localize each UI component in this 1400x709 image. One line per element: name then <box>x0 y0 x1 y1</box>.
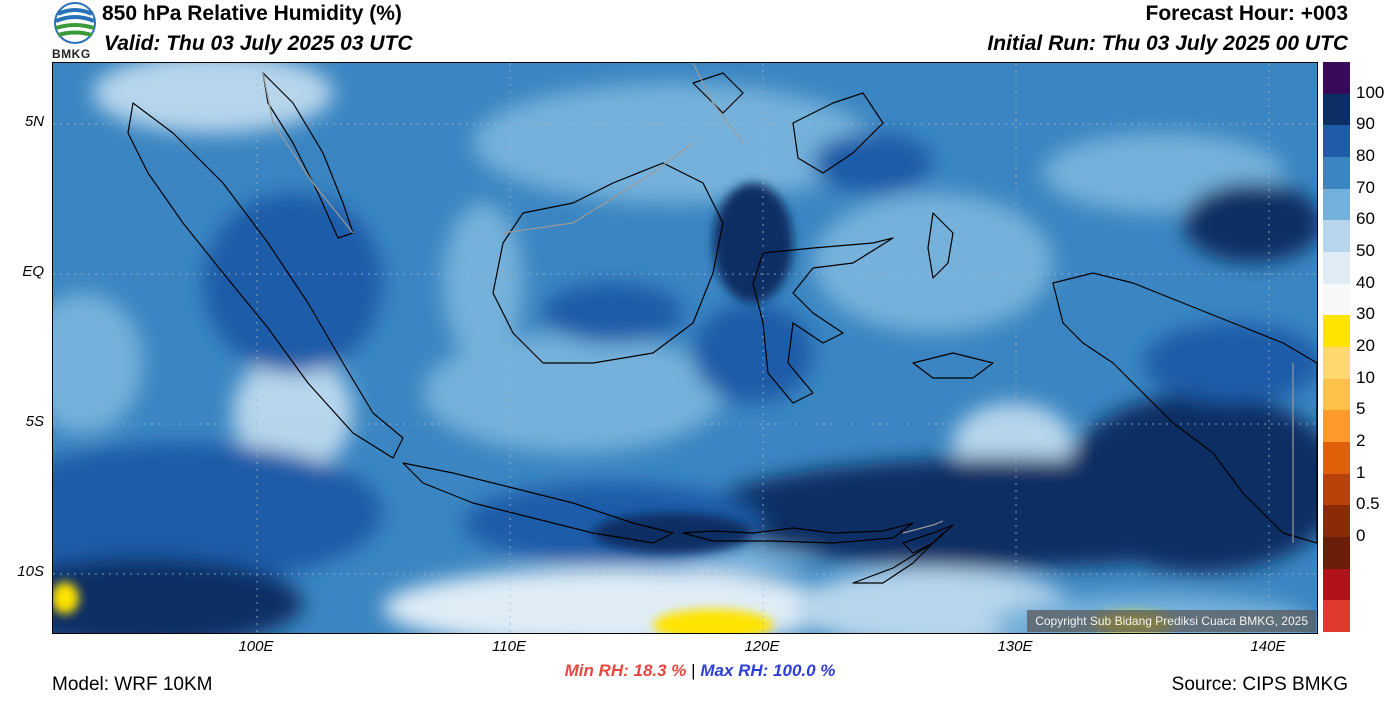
colorbar-label: 90 <box>1356 114 1375 134</box>
colorbar-label: 0.5 <box>1356 494 1380 514</box>
colorbar-label: 10 <box>1356 367 1375 387</box>
min-rh: Min RH: 18.3 % <box>564 661 687 680</box>
colorbar-label: 100 <box>1356 82 1385 102</box>
initial-run: Initial Run: Thu 03 July 2025 00 UTC <box>987 32 1348 55</box>
colorbar-swatch <box>1323 93 1350 126</box>
colorbar-label: 60 <box>1356 209 1375 229</box>
colorbar-swatch <box>1323 378 1350 411</box>
colorbar-swatch <box>1323 157 1350 190</box>
colorbar-swatch <box>1323 473 1350 506</box>
lat-label-5s: 5S <box>25 413 44 430</box>
data-source: Source: CIPS BMKG <box>1171 674 1348 695</box>
colorbar-swatch <box>1323 315 1350 348</box>
colorbar-label: 2 <box>1356 431 1366 450</box>
lon-label-100e: 100E <box>238 638 274 655</box>
lon-label-120e: 120E <box>744 638 780 655</box>
stats-separator: | <box>691 661 696 680</box>
colorbar-swatch <box>1323 600 1350 633</box>
colorbar-swatch <box>1323 252 1350 285</box>
colorbar-swatch <box>1323 410 1350 443</box>
colorbar-swatch <box>1323 442 1350 475</box>
colorbar-swatch <box>1323 283 1350 316</box>
max-rh: Max RH: 100.0 % <box>700 661 836 680</box>
colorbar-swatch <box>1323 62 1350 95</box>
logo-text: BMKG <box>52 47 91 61</box>
colorbar-swatch <box>1323 347 1350 380</box>
forecast-hour: Forecast Hour: +003 <box>1145 2 1349 25</box>
lat-label-5n: 5N <box>24 113 44 130</box>
copyright-notice: Copyright Sub Bidang Prediksi Cuaca BMKG… <box>1027 610 1316 632</box>
colorbar-label: 50 <box>1356 241 1375 260</box>
lon-label-130e: 130E <box>997 638 1033 655</box>
humidity-map[interactable] <box>52 62 1318 634</box>
colorbar-label: 30 <box>1356 304 1375 324</box>
lon-label-110e: 110E <box>492 638 526 655</box>
colorbar-swatch <box>1323 505 1350 538</box>
humidity-field <box>53 63 1317 633</box>
colorbar-swatch <box>1323 537 1350 570</box>
lat-label-10s: 10S <box>17 563 44 580</box>
lat-label-eq: EQ <box>22 263 44 280</box>
bmkg-logo-icon <box>54 2 96 44</box>
lon-label-140e: 140E <box>1250 638 1286 655</box>
colorbar-swatch <box>1323 125 1350 158</box>
bmkg-logo <box>50 0 100 62</box>
colorbar-label: 1 <box>1356 462 1366 482</box>
rh-stats: Min RH: 18.3 % | Max RH: 100.0 % <box>0 661 1400 681</box>
colorbar-label: 80 <box>1356 146 1375 165</box>
colorbar-swatch <box>1323 220 1350 253</box>
colorbar-label: 20 <box>1356 336 1375 355</box>
colorbar-label: 5 <box>1356 399 1366 419</box>
colorbar-swatch <box>1323 568 1350 601</box>
colorbar-label: 40 <box>1356 272 1375 292</box>
valid-time: Valid: Thu 03 July 2025 03 UTC <box>104 32 413 55</box>
model-name: Model: WRF 10KM <box>52 674 213 695</box>
colorbar-label: 0 <box>1356 526 1366 545</box>
colorbar-swatch <box>1323 188 1350 221</box>
colorbar-label: 70 <box>1356 177 1375 197</box>
map-title: 850 hPa Relative Humidity (%) <box>102 2 402 25</box>
colorbar <box>1323 62 1350 633</box>
